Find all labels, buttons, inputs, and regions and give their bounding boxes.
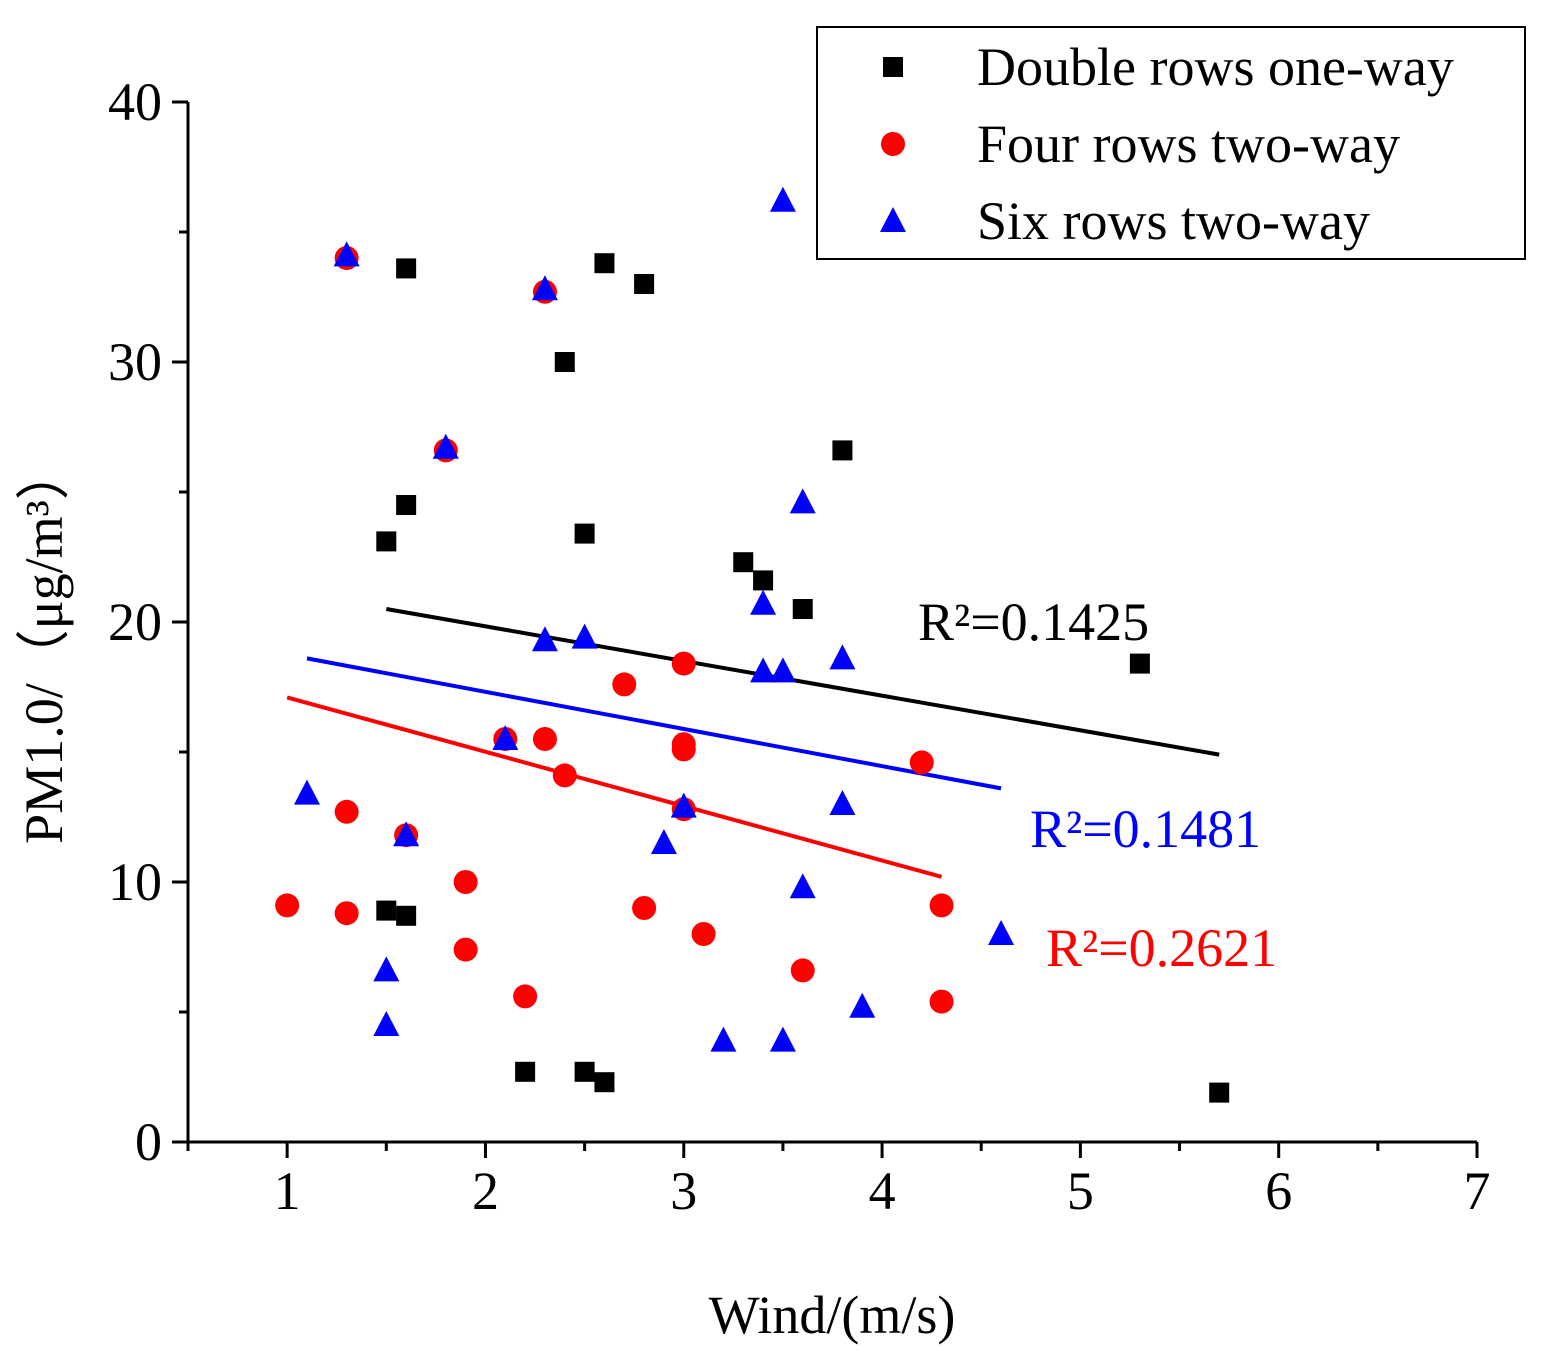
point-six-rows <box>829 790 856 815</box>
point-six-rows <box>293 779 320 805</box>
point-double-rows <box>594 1072 615 1093</box>
point-six-rows <box>750 589 777 615</box>
point-double-rows <box>376 900 397 921</box>
point-six-rows <box>373 1011 400 1036</box>
point-four-rows <box>334 799 359 824</box>
trend-line-double-rows <box>385 607 1220 757</box>
legend: Double rows one-way Four rows two-way Six … <box>816 26 1526 260</box>
x-tick-label: 5 <box>1067 1161 1094 1221</box>
point-four-rows <box>909 750 934 775</box>
point-four-rows <box>453 870 478 894</box>
point-double-rows <box>515 1061 536 1082</box>
point-double-rows <box>1129 653 1150 674</box>
point-double-rows <box>733 552 754 573</box>
point-six-rows <box>829 644 856 670</box>
point-double-rows <box>832 440 853 461</box>
point-double-rows <box>1209 1082 1230 1103</box>
point-four-rows <box>513 984 538 1009</box>
point-four-rows <box>334 901 359 926</box>
y-tick-label: 10 <box>108 852 162 912</box>
point-double-rows <box>574 1061 595 1082</box>
point-double-rows <box>594 253 615 274</box>
point-six-rows <box>531 275 558 301</box>
point-four-rows <box>691 922 716 946</box>
point-four-rows <box>929 989 954 1014</box>
point-six-rows <box>849 992 876 1018</box>
y-tick-label: 30 <box>108 332 162 392</box>
point-four-rows <box>275 893 300 918</box>
legend-marker-double-rows <box>883 57 903 77</box>
point-four-rows <box>532 727 557 751</box>
data-points <box>275 186 1230 1103</box>
x-tick-label: 2 <box>472 1161 499 1221</box>
x-tick-label: 6 <box>1265 1161 1292 1221</box>
point-six-rows <box>789 488 816 514</box>
y-tick-label: 20 <box>108 592 162 652</box>
point-double-rows <box>396 495 417 515</box>
point-six-rows <box>769 1026 796 1052</box>
point-six-rows <box>769 657 796 683</box>
r2-label-four-rows: R²=0.2621 <box>1046 918 1277 978</box>
point-six-rows <box>333 241 360 267</box>
point-four-rows <box>632 896 657 920</box>
point-double-rows <box>396 258 417 279</box>
point-double-rows <box>554 352 575 372</box>
y-axis-label: PM1.0/（μg/m³） <box>14 446 74 844</box>
trend-line-six-rows <box>306 656 1002 791</box>
point-six-rows <box>650 829 677 854</box>
point-six-rows <box>750 657 777 683</box>
point-double-rows <box>376 531 397 552</box>
point-four-rows <box>612 672 637 697</box>
point-six-rows <box>710 1026 737 1052</box>
x-tick-label: 7 <box>1464 1161 1491 1221</box>
legend-box <box>816 26 1526 260</box>
y-tick-label: 40 <box>108 72 162 132</box>
trend-lines <box>286 607 1220 879</box>
r2-label-double-rows: R²=0.1425 <box>918 592 1149 652</box>
point-double-rows <box>396 905 417 926</box>
point-four-rows <box>671 737 696 762</box>
point-double-rows <box>574 523 595 544</box>
legend-label-double-rows: Double rows one-way <box>977 37 1454 97</box>
x-tick-label: 4 <box>869 1161 896 1221</box>
x-tick-label: 3 <box>670 1161 697 1221</box>
point-six-rows <box>769 186 796 212</box>
legend-marker-six-rows <box>880 207 906 232</box>
point-four-rows <box>453 937 478 962</box>
point-six-rows <box>670 792 697 818</box>
point-six-rows <box>373 956 400 982</box>
legend-label-six-rows: Six rows two-way <box>977 191 1370 251</box>
y-tick-label: 0 <box>135 1112 162 1172</box>
point-six-rows <box>432 433 459 459</box>
point-six-rows <box>789 873 816 899</box>
point-double-rows <box>634 274 655 294</box>
point-six-rows <box>393 821 420 847</box>
point-four-rows <box>552 763 577 788</box>
legend-label-four-rows: Four rows two-way <box>977 114 1400 174</box>
trend-line-four-rows <box>286 695 943 879</box>
point-six-rows <box>571 623 598 649</box>
x-tick-label: 1 <box>274 1161 301 1221</box>
x-axis-label: Wind/(m/s) <box>709 1285 956 1345</box>
point-double-rows <box>753 570 774 591</box>
point-four-rows <box>790 958 815 983</box>
axes: 0 10 20 30 40 1 2 3 4 5 6 7 <box>108 72 1491 1221</box>
r2-label-six-rows: R²=0.1481 <box>1030 799 1261 859</box>
point-six-rows <box>531 626 558 652</box>
point-six-rows <box>988 920 1015 945</box>
point-four-rows <box>929 893 954 918</box>
legend-marker-four-rows <box>881 132 905 156</box>
point-six-rows <box>492 725 519 750</box>
point-double-rows <box>792 599 813 619</box>
point-four-rows <box>671 651 696 676</box>
